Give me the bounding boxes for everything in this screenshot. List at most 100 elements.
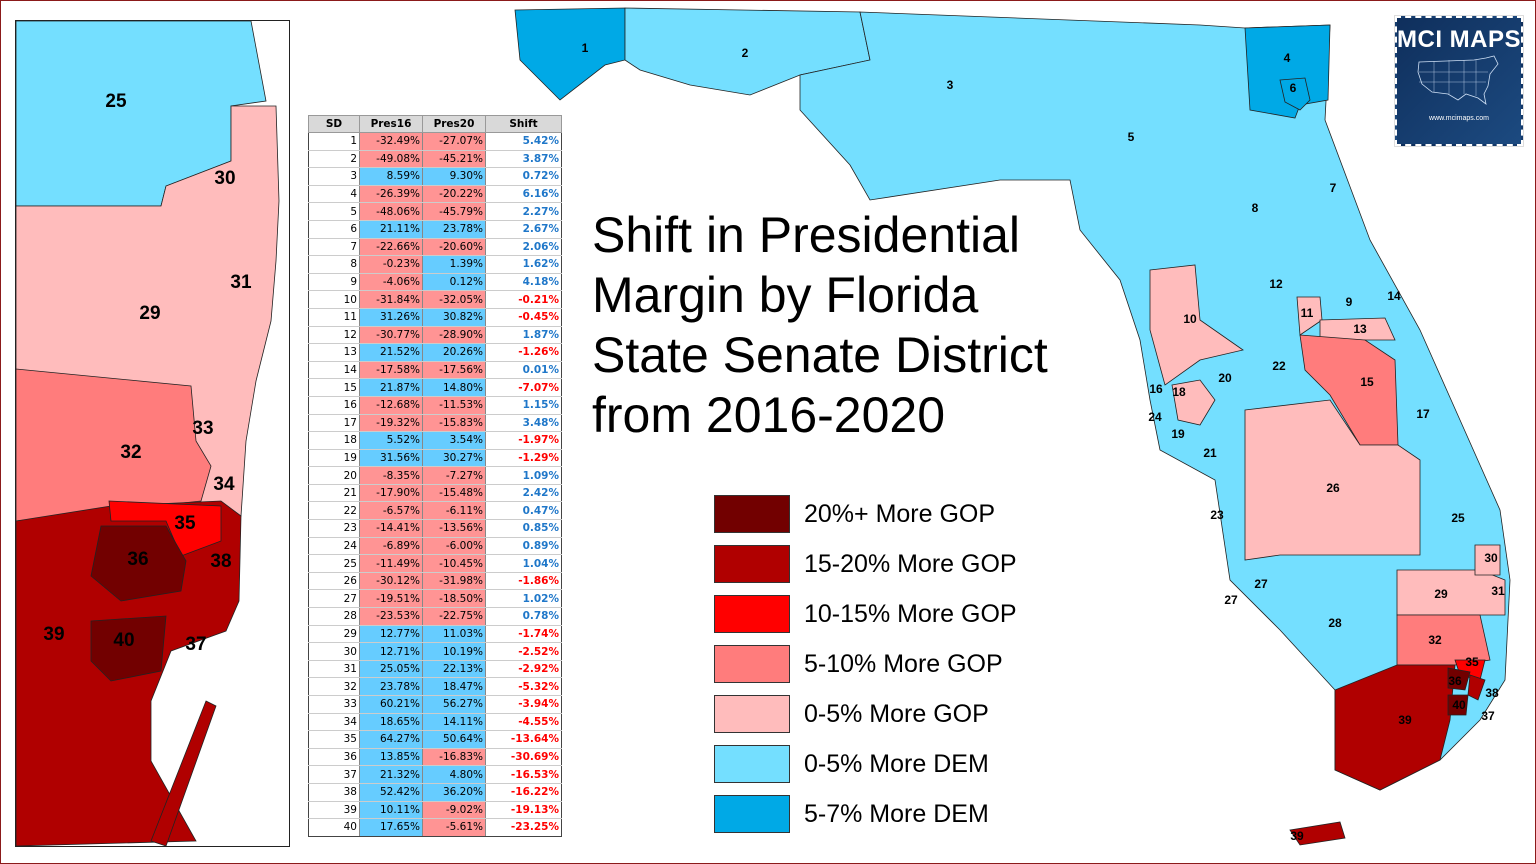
pres20-margin: -45.21% <box>422 150 486 169</box>
legend-swatch <box>714 695 790 733</box>
table-row: 22 -6.57% -6.11% 0.47% <box>308 501 562 521</box>
pres16-margin: 31.26% <box>359 308 423 327</box>
legend-swatch <box>714 745 790 783</box>
district-label: 6 <box>1289 81 1297 95</box>
inset-district-36 <box>90 525 187 602</box>
pres16-margin: -8.35% <box>359 466 423 485</box>
shift-value: 3.87% <box>485 150 562 169</box>
table-row: 28 -23.53% -22.75% 0.78% <box>308 607 562 626</box>
district-26 <box>1244 399 1421 561</box>
table-row: 34 18.65% 14.11% -4.55% <box>308 713 562 732</box>
table-row: 17 -19.32% -15.83% 3.48% <box>308 414 562 433</box>
district-label: 19 <box>1171 427 1185 441</box>
inset-district-label: 35 <box>174 513 196 534</box>
district-1 <box>514 7 626 101</box>
pres16-margin: -26.39% <box>359 185 423 204</box>
district-number: 38 <box>308 783 360 802</box>
legend-item: 0-5% More GOP <box>714 695 1017 733</box>
district-number: 18 <box>308 431 360 450</box>
table-row: 35 64.27% 50.64% -13.64% <box>308 730 562 749</box>
pres20-margin: -20.60% <box>422 238 486 257</box>
pres20-margin: 9.30% <box>422 167 486 186</box>
inset-district-label: 39 <box>43 624 65 645</box>
shift-value: -1.74% <box>485 625 562 644</box>
shift-value: -3.94% <box>485 695 562 714</box>
pres20-margin: 1.39% <box>422 255 486 274</box>
shift-value: 1.04% <box>485 554 562 573</box>
shift-value: 2.67% <box>485 220 562 239</box>
district-number: 16 <box>308 396 360 415</box>
district-number: 12 <box>308 326 360 345</box>
legend-swatch <box>714 595 790 633</box>
pres16-margin: -12.68% <box>359 396 423 415</box>
pres20-margin: -20.22% <box>422 185 486 204</box>
pres16-margin: 12.71% <box>359 642 423 661</box>
table-row: 18 5.52% 3.54% -1.97% <box>308 431 562 450</box>
pres20-margin: -11.53% <box>422 396 486 415</box>
table-row: 19 31.56% 30.27% -1.29% <box>308 449 562 468</box>
district-label: 12 <box>1269 277 1283 291</box>
district-number: 9 <box>308 273 360 292</box>
table-row: 33 60.21% 56.27% -3.94% <box>308 695 562 714</box>
district-number: 8 <box>308 255 360 274</box>
pres16-margin: -30.12% <box>359 572 423 591</box>
pres16-margin: 21.32% <box>359 765 423 784</box>
district-30 <box>1474 544 1501 576</box>
table-row: 23 -14.41% -13.56% 0.85% <box>308 519 562 538</box>
pres16-margin: -11.49% <box>359 554 423 573</box>
district-number: 22 <box>308 501 360 521</box>
district-label: 26 <box>1326 481 1340 495</box>
district-label: 5 <box>1127 130 1135 144</box>
district-number: 35 <box>308 730 360 749</box>
pres16-margin: 21.87% <box>359 378 423 397</box>
table-row: 37 21.32% 4.80% -16.53% <box>308 765 562 784</box>
pres16-margin: -19.51% <box>359 589 423 609</box>
district-number: 36 <box>308 748 360 767</box>
pres16-margin: -14.41% <box>359 519 423 538</box>
district-number: 7 <box>308 238 360 257</box>
pres16-margin: -19.32% <box>359 414 423 433</box>
legend-swatch <box>714 495 790 533</box>
pres16-margin: -17.58% <box>359 361 423 380</box>
district-number: 27 <box>308 589 360 609</box>
map-title: Shift in Presidential Margin by Florida … <box>592 205 1048 445</box>
table-row: 1 -32.49% -27.07% 5.42% <box>308 132 562 151</box>
table-row: 16 -12.68% -11.53% 1.15% <box>308 396 562 415</box>
district-label: 14 <box>1387 289 1401 303</box>
south-florida-inset-map <box>15 20 290 847</box>
pres20-margin: -5.61% <box>422 818 486 837</box>
pres20-margin: -18.50% <box>422 589 486 609</box>
pres16-margin: 5.52% <box>359 431 423 450</box>
pres20-margin: -32.05% <box>422 290 486 309</box>
district-number: 40 <box>308 818 360 837</box>
legend-item: 0-5% More DEM <box>714 745 1017 783</box>
table-row: 40 17.65% -5.61% -23.25% <box>308 818 562 837</box>
pres16-margin: -22.66% <box>359 238 423 257</box>
district-38 <box>1467 674 1486 701</box>
legend-label: 0-5% More DEM <box>804 749 989 778</box>
district-number: 2 <box>308 150 360 169</box>
district-number: 13 <box>308 343 360 362</box>
pres16-margin: 52.42% <box>359 783 423 802</box>
pres20-margin: -31.98% <box>422 572 486 591</box>
district-number: 1 <box>308 132 360 151</box>
district-label: 30 <box>1484 551 1498 565</box>
pres16-margin: 23.78% <box>359 677 423 696</box>
inset-district-label: 30 <box>214 168 236 189</box>
pres20-margin: -10.45% <box>422 554 486 573</box>
logo-url: www.mcimaps.com <box>1429 115 1489 122</box>
shift-value: 0.85% <box>485 519 562 538</box>
table-row: 13 21.52% 20.26% -1.26% <box>308 343 562 362</box>
district-number: 20 <box>308 466 360 485</box>
shift-value: -1.29% <box>485 449 562 468</box>
inset-district-label: 29 <box>139 303 161 324</box>
district-number: 28 <box>308 607 360 626</box>
district-number: 30 <box>308 642 360 661</box>
district-label: 25 <box>1451 511 1465 525</box>
pres16-margin: 18.65% <box>359 713 423 732</box>
pres16-margin: 25.05% <box>359 660 423 679</box>
inset-district-40 <box>90 615 167 682</box>
legend: 20%+ More GOP 15-20% More GOP 10-15% More … <box>714 495 1017 845</box>
district-number: 10 <box>308 290 360 309</box>
inset-district-label: 31 <box>230 272 252 293</box>
